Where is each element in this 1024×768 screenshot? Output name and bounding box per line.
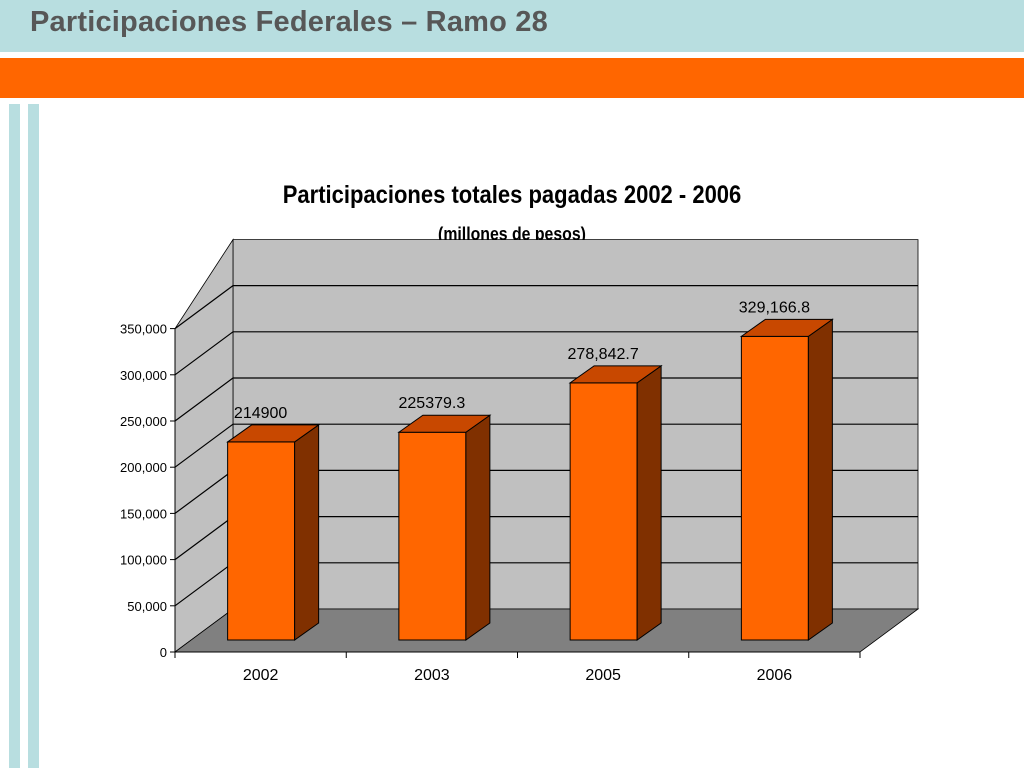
y-tick-label: 150,000 — [120, 506, 167, 521]
y-tick-label: 200,000 — [120, 460, 167, 475]
bar-front — [569, 382, 638, 641]
bar-side — [807, 318, 833, 641]
y-tick-label: 350,000 — [120, 322, 167, 337]
side-stripe-left — [9, 104, 20, 768]
y-tick-label: 300,000 — [120, 368, 167, 383]
bar-front — [398, 431, 467, 641]
x-tick-label: 2006 — [757, 667, 793, 684]
y-tick-label: 50,000 — [127, 599, 167, 614]
bar-top — [397, 414, 492, 433]
accent-band — [0, 58, 1024, 98]
bar-front — [227, 441, 296, 641]
y-tick-label: 0 — [160, 645, 167, 660]
chart-subtitle: (millones de pesos) — [438, 224, 586, 244]
bar-top — [739, 318, 834, 337]
data-label: 214900 — [234, 405, 287, 422]
page-title: Participaciones Federales – Ramo 28 — [30, 6, 548, 38]
gridline — [174, 377, 918, 422]
gridline — [174, 285, 918, 330]
data-label: 225379.3 — [399, 395, 466, 412]
x-tick-label: 2003 — [414, 667, 450, 684]
x-tick-label: 2002 — [243, 667, 279, 684]
y-tick-label: 250,000 — [120, 414, 167, 429]
bar-top — [568, 365, 663, 384]
side-stripe-right — [28, 104, 39, 768]
y-tick-label: 100,000 — [120, 553, 167, 568]
data-label: 329,166.8 — [739, 299, 810, 316]
data-label: 278,842.7 — [568, 346, 639, 363]
gridline — [174, 423, 918, 468]
bar-side — [465, 414, 491, 641]
bar-side — [294, 423, 320, 641]
bar-front — [740, 335, 809, 641]
x-tick-label: 2005 — [585, 667, 621, 684]
bar-top — [226, 424, 321, 443]
bar-side — [636, 364, 662, 641]
chart-title: Participaciones totales pagadas 2002 - 2… — [282, 181, 742, 209]
gridline — [174, 331, 918, 376]
title-band — [0, 0, 1024, 52]
